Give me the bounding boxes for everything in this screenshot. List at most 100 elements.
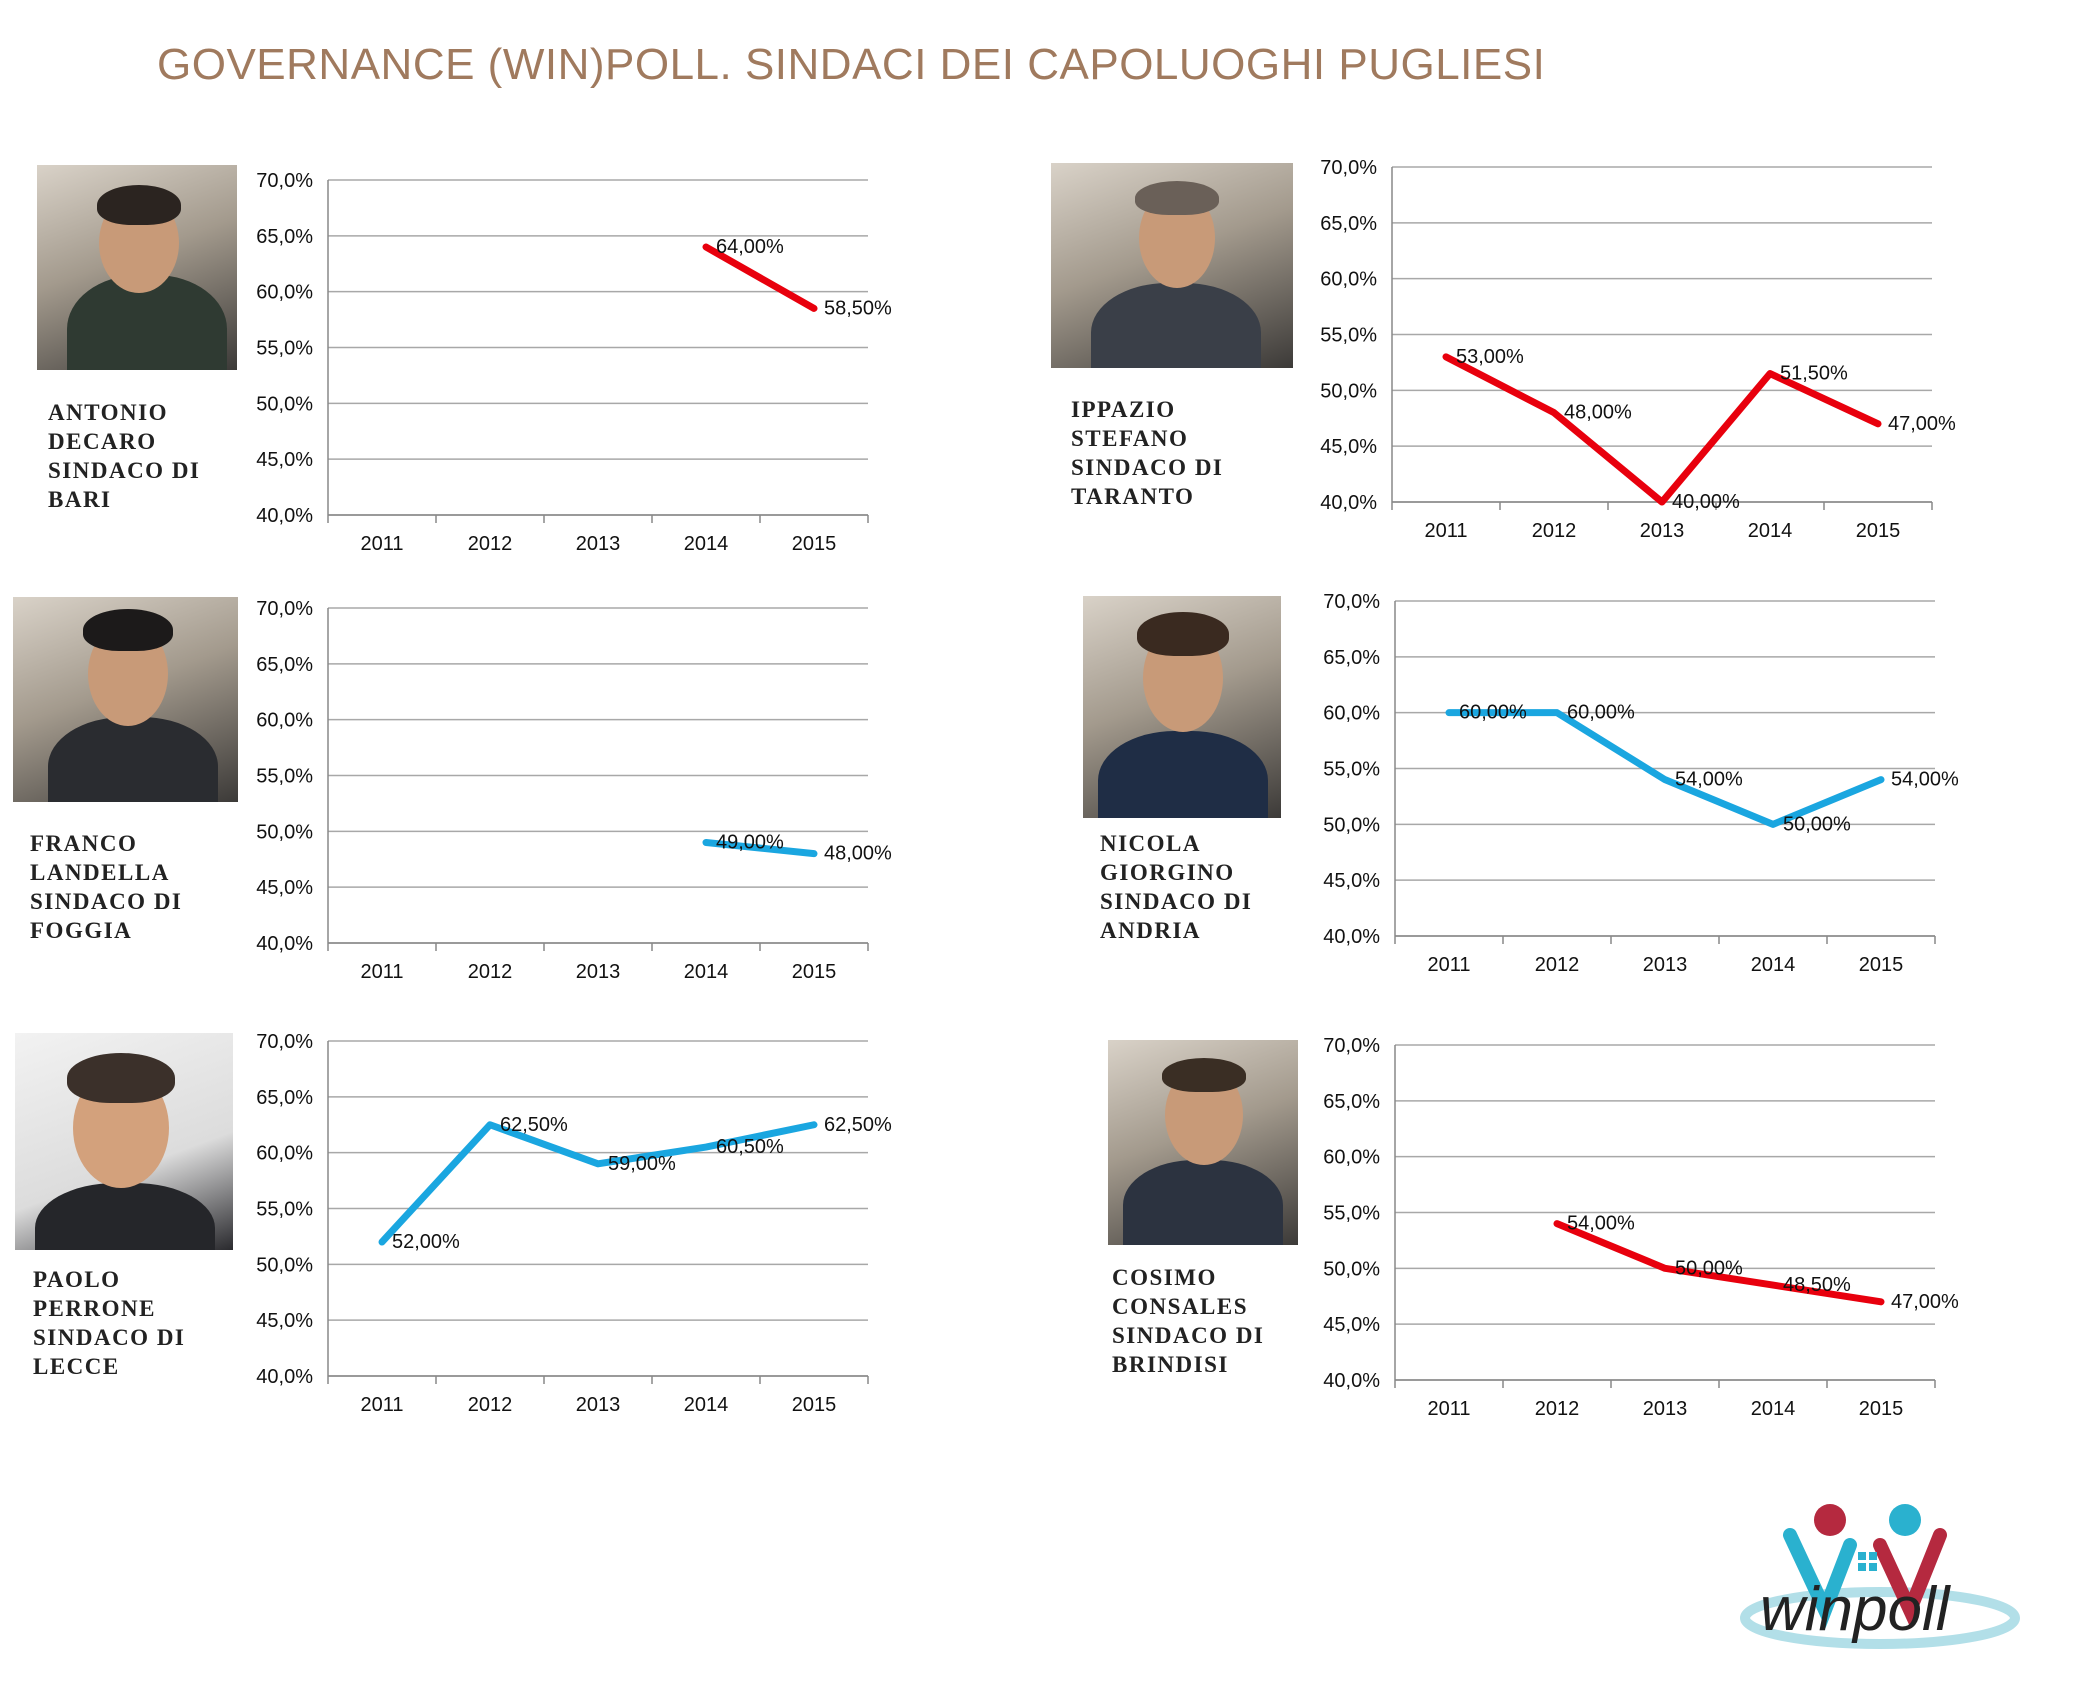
data-point xyxy=(1446,709,1452,716)
x-tick-label: 2013 xyxy=(576,1394,621,1416)
mayor-photo-taranto xyxy=(1051,163,1293,368)
data-label: 60,50% xyxy=(716,1136,784,1158)
x-tick-label: 2014 xyxy=(684,533,729,555)
y-tick-label: 65,0% xyxy=(256,1087,313,1109)
y-tick-label: 55,0% xyxy=(256,1199,313,1221)
data-label: 60,00% xyxy=(1459,702,1527,724)
data-point xyxy=(1554,1220,1560,1227)
y-tick-label: 40,0% xyxy=(1323,1370,1380,1392)
x-tick-label: 2012 xyxy=(468,961,513,983)
y-tick-label: 50,0% xyxy=(1323,1258,1380,1280)
x-tick-label: 2012 xyxy=(1535,954,1580,976)
y-tick-label: 55,0% xyxy=(1323,759,1380,781)
series-line xyxy=(1553,1220,1885,1306)
data-point xyxy=(1767,370,1773,377)
x-tick-label: 2012 xyxy=(468,533,513,555)
y-tick-label: 60,0% xyxy=(256,282,313,304)
x-tick-label: 2011 xyxy=(360,1394,403,1416)
mayor-name-lecce: PAOLO PERRONE SINDACO DI LECCE xyxy=(33,1267,186,1379)
y-tick-label: 50,0% xyxy=(1320,380,1377,402)
x-tick-label: 2013 xyxy=(1643,1398,1688,1420)
x-tick-label: 2014 xyxy=(684,1394,729,1416)
y-tick-label: 65,0% xyxy=(1323,647,1380,669)
y-tick-label: 70,0% xyxy=(256,170,313,192)
y-tick-label: 50,0% xyxy=(256,393,313,415)
x-tick-label: 2015 xyxy=(1859,954,1904,976)
y-tick-label: 60,0% xyxy=(1323,703,1380,725)
data-label: 40,00% xyxy=(1672,491,1740,513)
chart-lecce: 70,0% 65,0% 60,0% 55,0% 50,0% 45,0% 40,0% 2011 2… xyxy=(256,1031,892,1416)
y-tick-label: 45,0% xyxy=(1320,436,1377,458)
mayor-name-andria: NICOLA GIORGINO SINDACO DI ANDRIA xyxy=(1100,831,1253,943)
y-tick-label: 70,0% xyxy=(256,598,313,620)
mayor-photo-foggia xyxy=(13,597,238,802)
x-tick-label: 2015 xyxy=(1856,520,1901,542)
y-tick-label: 70,0% xyxy=(1323,1035,1380,1057)
y-tick-label: 60,0% xyxy=(256,1143,313,1165)
y-tick-label: 70,0% xyxy=(1320,157,1377,179)
y-tick-label: 45,0% xyxy=(256,877,313,899)
x-tick-label: 2015 xyxy=(792,533,837,555)
data-label: 54,00% xyxy=(1675,769,1743,791)
mayor-name-taranto: IPPAZIO STEFANO SINDACO DI TARANTO xyxy=(1071,397,1224,509)
data-point xyxy=(811,850,817,857)
data-label: 54,00% xyxy=(1567,1213,1635,1235)
chart-taranto: 70,0% 65,0% 60,0% 55,0% 50,0% 45,0% 40,0% 2011 2… xyxy=(1320,157,1956,542)
y-tick-label: 55,0% xyxy=(256,766,313,788)
data-point xyxy=(811,1121,817,1128)
data-label: 62,50% xyxy=(824,1114,892,1136)
x-tick-label: 2014 xyxy=(1748,520,1793,542)
x-tick-label: 2015 xyxy=(1859,1398,1904,1420)
x-tick-label: 2013 xyxy=(576,533,621,555)
y-tick-label: 45,0% xyxy=(1323,1314,1380,1336)
data-label: 52,00% xyxy=(392,1231,460,1253)
x-tick-label: 2012 xyxy=(1535,1398,1580,1420)
x-tick-label: 2012 xyxy=(1532,520,1577,542)
series-line xyxy=(702,839,818,858)
y-tick-label: 60,0% xyxy=(1320,269,1377,291)
x-tick-label: 2015 xyxy=(792,961,837,983)
data-point xyxy=(1554,709,1560,716)
data-point xyxy=(1878,1298,1884,1305)
data-point xyxy=(1662,1265,1668,1272)
data-point xyxy=(1878,776,1884,783)
y-tick-label: 60,0% xyxy=(1323,1147,1380,1169)
y-tick-label: 40,0% xyxy=(1323,926,1380,948)
data-label: 62,50% xyxy=(500,1114,568,1136)
mayor-name-brindisi: COSIMO CONSALES SINDACO DI BRINDISI xyxy=(1112,1265,1265,1377)
chart-bari: 70,0% 65,0% 60,0% 55,0% 50,0% 45,0% 40,0% 2011 2… xyxy=(256,170,892,555)
y-tick-label: 60,0% xyxy=(256,710,313,732)
y-tick-label: 55,0% xyxy=(1320,325,1377,347)
data-point xyxy=(1551,409,1557,416)
data-point xyxy=(1443,353,1449,360)
y-tick-label: 45,0% xyxy=(256,449,313,471)
data-point xyxy=(1770,1282,1776,1289)
data-label: 48,00% xyxy=(1564,402,1632,424)
x-tick-label: 2013 xyxy=(1643,954,1688,976)
winpoll-logo: winpoll xyxy=(1740,1504,2020,1649)
data-point xyxy=(379,1239,385,1245)
data-label: 53,00% xyxy=(1456,346,1524,368)
mayor-photo-andria xyxy=(1083,596,1281,818)
y-tick-label: 70,0% xyxy=(1323,591,1380,613)
data-label: 48,50% xyxy=(1783,1274,1851,1296)
y-tick-label: 40,0% xyxy=(256,1366,313,1388)
chart-andria: 70,0% 65,0% 60,0% 55,0% 50,0% 45,0% 40,0% 2011 2… xyxy=(1323,591,1959,976)
data-point xyxy=(1875,420,1881,427)
y-tick-label: 65,0% xyxy=(256,654,313,676)
y-tick-label: 40,0% xyxy=(256,933,313,955)
data-point xyxy=(1770,821,1776,828)
y-tick-label: 40,0% xyxy=(256,505,313,527)
data-point xyxy=(595,1160,601,1167)
data-label: 64,00% xyxy=(716,236,784,258)
x-tick-label: 2011 xyxy=(1424,520,1467,542)
data-point xyxy=(1659,499,1665,505)
data-point xyxy=(487,1121,493,1128)
y-tick-label: 55,0% xyxy=(256,338,313,360)
chart-foggia: 70,0% 65,0% 60,0% 55,0% 50,0% 45,0% 40,0% 2011 2… xyxy=(256,598,892,983)
mayor-name-bari: ANTONIO DECARO SINDACO DI BARI xyxy=(48,400,201,512)
x-tick-label: 2014 xyxy=(1751,1398,1796,1420)
x-tick-label: 2012 xyxy=(468,1394,513,1416)
data-label: 59,00% xyxy=(608,1153,676,1175)
mayor-photo-bari xyxy=(37,165,237,370)
